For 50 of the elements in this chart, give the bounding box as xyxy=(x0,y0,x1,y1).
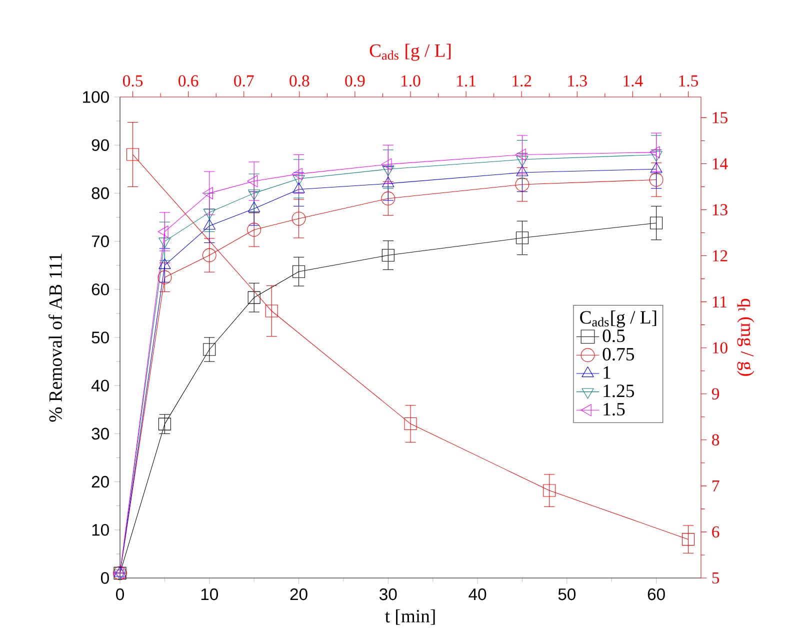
x-tick-label: 0 xyxy=(116,588,124,600)
legend-label: 0.5 xyxy=(602,329,625,342)
x-axis-title: t [min] xyxy=(385,609,435,625)
y-axis-title: q$_{t}$ (mg / g) xyxy=(737,298,754,376)
legend-label: 0.75 xyxy=(602,348,634,361)
legend-title: C$_{ads}$[g / L] xyxy=(580,310,656,328)
y-tick-label: 100 xyxy=(83,91,109,103)
y-tick-label: 13 xyxy=(712,204,728,216)
y-tick-label: 12 xyxy=(712,250,728,262)
x-tick-label: 1.0 xyxy=(402,75,420,87)
y-tick-label: 14 xyxy=(712,158,728,170)
y-tick-label: 40 xyxy=(91,380,109,392)
x-tick-label: 60 xyxy=(648,588,665,600)
x-tick-label: 1.2 xyxy=(512,75,532,87)
legend-label: 1.5 xyxy=(604,402,625,416)
y-tick-label: 20 xyxy=(92,476,109,488)
y-tick-label: 7 xyxy=(712,480,720,492)
x-tick-label: 40 xyxy=(468,588,486,600)
x-tick-label: 1.1 xyxy=(457,75,476,87)
y-tick-label: 6 xyxy=(712,526,720,538)
y-tick-label: 60 xyxy=(92,283,109,296)
x-tick-label: 50 xyxy=(558,588,576,600)
y-axis-title: % Removal of AB 111 xyxy=(48,254,62,422)
legend-label: 1 xyxy=(604,366,610,379)
x-tick-label: 10 xyxy=(201,588,218,600)
y-tick-label: 11 xyxy=(712,296,726,308)
y-tick-label: 5 xyxy=(712,572,720,584)
x-tick-label: 1.5 xyxy=(679,75,698,87)
y-tick-label: 70 xyxy=(92,235,109,248)
y-tick-label: 10 xyxy=(712,342,728,354)
y-tick-label: 90 xyxy=(92,139,109,151)
x-tick-label: 1.4 xyxy=(624,75,643,87)
x-tick-label: 1.3 xyxy=(568,75,587,87)
x-tick-label: 0.5 xyxy=(122,75,143,87)
y-tick-label: 9 xyxy=(712,388,720,400)
x-tick-label: 0.9 xyxy=(345,75,365,87)
x-tick-label: 30 xyxy=(380,588,397,600)
x-tick-label: 20 xyxy=(290,588,308,600)
x-tick-label: 0.7 xyxy=(234,75,254,87)
y-tick-label: 15 xyxy=(712,112,728,124)
x-tick-label: 0.6 xyxy=(178,75,198,87)
x-tick-label: 0.8 xyxy=(290,75,310,87)
y-tick-label: 50 xyxy=(92,332,109,344)
legend-label: 1.25 xyxy=(604,384,634,398)
y-tick-label: 8 xyxy=(712,434,720,446)
x-axis-title: C$_{ads}$ [g / L] xyxy=(370,44,451,61)
y-tick-label: 0 xyxy=(100,572,109,584)
y-tick-label: 80 xyxy=(92,187,109,200)
y-tick-label: 10 xyxy=(92,524,109,536)
y-tick-label: 30 xyxy=(92,428,109,440)
